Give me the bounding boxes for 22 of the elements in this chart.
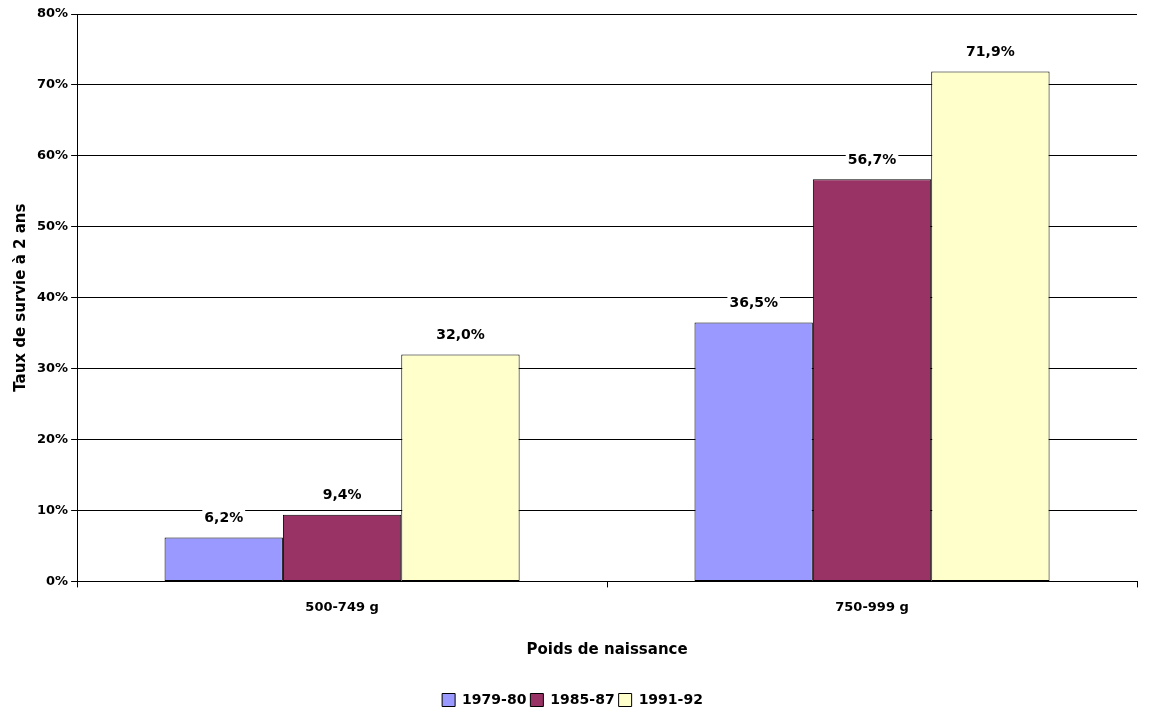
x-tick-label: 750-999 g xyxy=(835,598,909,614)
y-tick-label: 70% xyxy=(36,76,69,92)
y-tick-label: 80% xyxy=(36,5,69,21)
y-tick-label: 10% xyxy=(36,501,69,517)
x-tick-label: 500-749 g xyxy=(305,598,379,614)
x-axis-title: Poids de naissance xyxy=(526,639,688,658)
y-tick-label: 40% xyxy=(36,289,69,305)
y-tick-label: 30% xyxy=(36,360,69,375)
y-tick-label: 0% xyxy=(46,572,69,588)
data-label: 32,0% xyxy=(436,326,485,343)
y-tick-label: 60% xyxy=(36,147,69,163)
data-label: 36,5% xyxy=(729,294,778,311)
legend-label: 1979-80 xyxy=(462,690,527,707)
legend-label: 1985-87 xyxy=(550,690,615,707)
data-label: 71,9% xyxy=(966,43,1015,60)
legend-label: 1991-92 xyxy=(638,690,703,707)
data-label: 6,2% xyxy=(204,509,244,526)
y-axis-title: Taux de survie à 2 ans xyxy=(10,203,29,392)
y-tick-label: 50% xyxy=(36,218,69,234)
data-label: 56,7% xyxy=(847,150,897,167)
data-label: 9,4% xyxy=(322,486,362,503)
y-tick-label: 20% xyxy=(36,430,69,446)
